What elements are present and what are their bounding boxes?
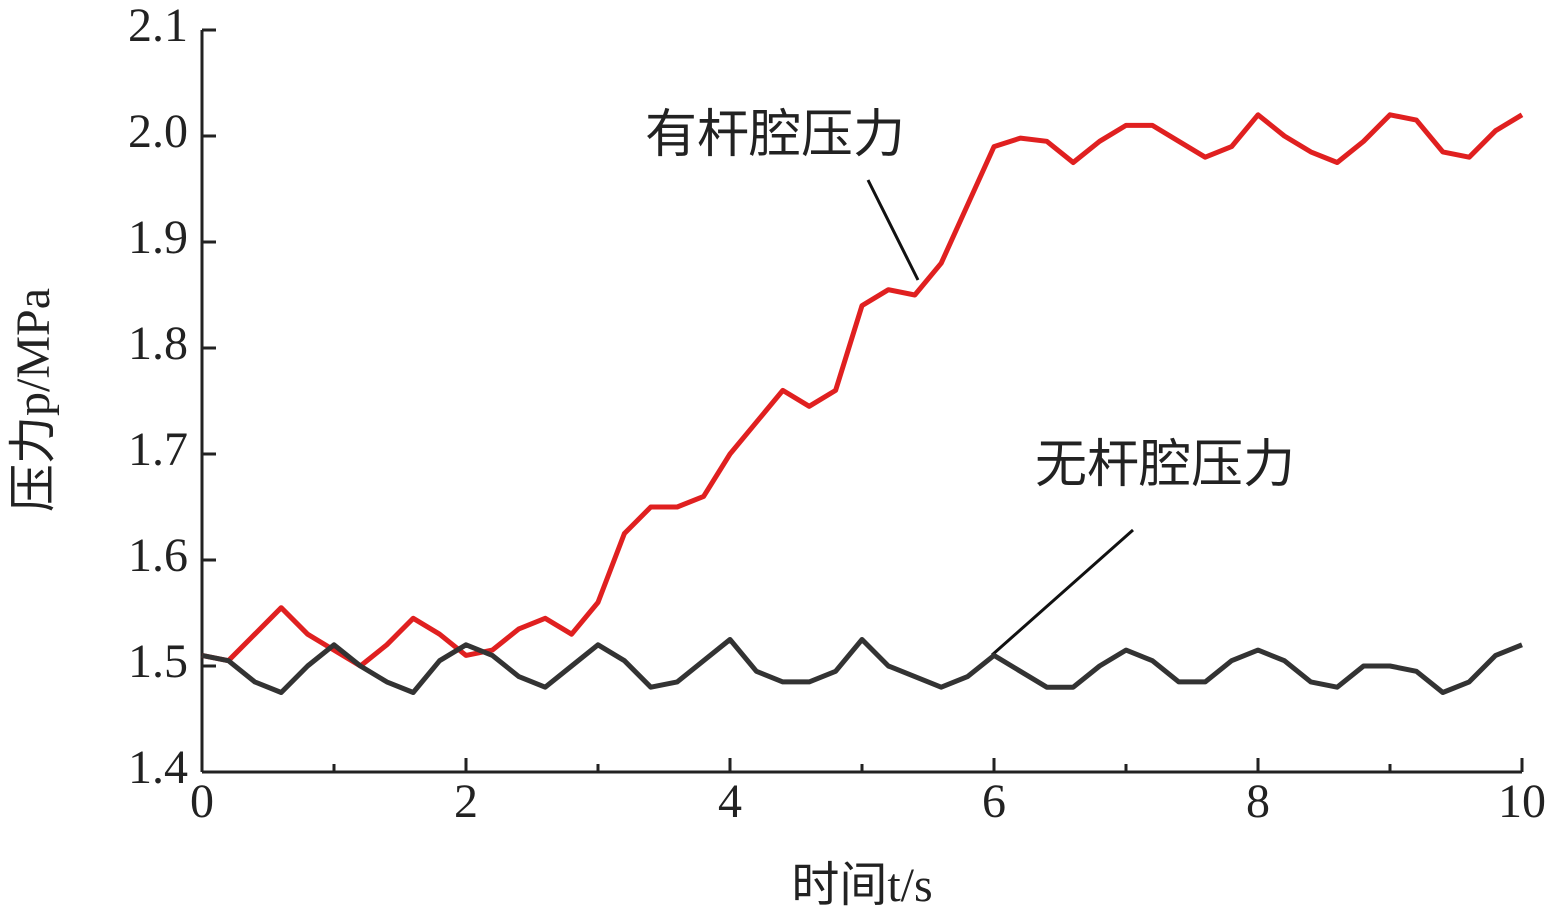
y-axis-label: 压力p/MPa (7, 288, 60, 512)
y-tick-label: 2.1 (128, 0, 188, 52)
data-line (201, 637, 1523, 695)
x-tick-label: 4 (718, 775, 742, 828)
y-tick-label: 1.7 (128, 423, 188, 476)
x-tick-label: 8 (1246, 775, 1270, 828)
leader-line (866, 179, 920, 281)
y-tick-label: 1.9 (128, 211, 188, 264)
x-tick-label: 0 (190, 775, 214, 828)
annotation: 有杆腔压力 (645, 107, 905, 164)
x-tick-label: 10 (1498, 775, 1546, 828)
x-tick-label: 2 (454, 775, 478, 828)
y-tick-label: 1.5 (128, 635, 188, 688)
x-axis-label: 时间t/s (791, 859, 932, 912)
x-tick-label: 6 (982, 775, 1006, 828)
leader-line (991, 528, 1134, 657)
annotation: 无杆腔压力 (1035, 437, 1295, 494)
data-line (201, 112, 1524, 669)
y-tick-label: 1.4 (128, 741, 188, 794)
y-tick-label: 1.6 (128, 529, 188, 582)
y-tick-label: 1.8 (128, 317, 188, 370)
y-tick-label: 2.0 (128, 105, 188, 158)
